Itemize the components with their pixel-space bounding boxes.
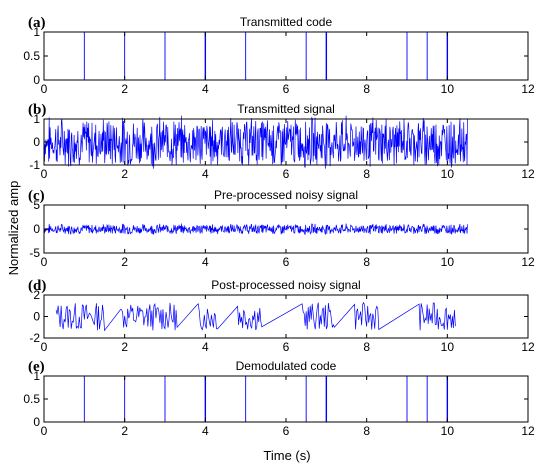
x-tick-label: 10 — [441, 340, 455, 354]
panel-letter: (d) — [28, 278, 46, 294]
x-tick-label: 10 — [441, 255, 455, 269]
x-axis-label: Time (s) — [263, 448, 310, 463]
x-tick-label: 4 — [202, 424, 209, 438]
panel-letter: (e) — [28, 359, 45, 375]
x-tick-label: 6 — [283, 167, 290, 181]
x-tick-label: 12 — [521, 167, 535, 181]
y-tick-label: 5 — [33, 198, 40, 212]
panel-data — [43, 115, 468, 169]
y-tick-label: 0.5 — [23, 392, 40, 406]
y-tick-label: 0 — [33, 415, 40, 429]
x-tick-label: 4 — [202, 340, 209, 354]
x-tick-label: 8 — [363, 82, 370, 96]
x-tick-label: 2 — [121, 167, 128, 181]
y-tick-label: 1 — [33, 112, 40, 126]
x-tick-label: 8 — [363, 424, 370, 438]
y-tick-label: 0 — [33, 222, 40, 236]
y-tick-label: 0 — [33, 135, 40, 149]
panel-letter: (b) — [28, 102, 46, 118]
y-tick-label: 1 — [33, 369, 40, 383]
panel-4: Post-processed noisy signal (d) 0 2 4 6 8 10 12 -… — [28, 278, 535, 354]
panel-data — [83, 32, 449, 80]
panel-title: Demodulated code — [236, 359, 337, 373]
panel-title: Transmitted code — [240, 15, 333, 29]
panel-data — [43, 223, 468, 236]
x-tick-label: 0 — [41, 255, 48, 269]
plot-frame — [43, 31, 529, 81]
panel-data — [83, 376, 449, 422]
x-tick-label: 2 — [121, 255, 128, 269]
post-signal-line — [55, 301, 456, 332]
x-tick-label: 6 — [283, 255, 290, 269]
x-tick-label: 10 — [441, 82, 455, 96]
panel-5: Demodulated code (e) 0 2 4 6 8 10 12 0 0.5 1 — [23, 359, 535, 438]
panel-2: Transmitted signal(b)0 2 4 6 8 10 12-101 — [28, 102, 535, 181]
plot-frame — [43, 375, 529, 423]
panel-letter: (c) — [28, 188, 45, 204]
x-tick-label: 12 — [521, 255, 535, 269]
panel-data — [55, 301, 456, 332]
y-tick-label: 0 — [33, 310, 40, 324]
x-tick-label: 2 — [121, 424, 128, 438]
noise-line — [43, 223, 468, 236]
panel-letter: (a) — [28, 15, 46, 31]
x-tick-label: 6 — [283, 424, 290, 438]
x-tick-label: 10 — [441, 424, 455, 438]
x-tick-label: 8 — [363, 167, 370, 181]
noise-line — [43, 115, 468, 169]
x-tick-label: 12 — [521, 82, 535, 96]
y-axis-label: Normalized amp — [6, 181, 21, 276]
x-tick-label: 12 — [521, 340, 535, 354]
x-tick-label: 0 — [41, 82, 48, 96]
y-tick-label: -2 — [29, 331, 40, 345]
y-tick-label: 1 — [33, 25, 40, 39]
x-tick-label: 0 — [41, 340, 48, 354]
panel-1: Transmitted code (a) 0 2 4 6 8 10 12 0 0.5 1 — [23, 15, 535, 96]
y-tick-label: -1 — [29, 158, 40, 172]
x-tick-label: 2 — [121, 340, 128, 354]
panel-3: Pre-processed noisy signal (c) 0 2 4 6 8 10 12 -5… — [28, 188, 535, 269]
x-tick-label: 10 — [441, 167, 455, 181]
x-tick-label: 6 — [283, 82, 290, 96]
x-tick-label: 4 — [202, 255, 209, 269]
panel-title: Pre-processed noisy signal — [214, 188, 358, 202]
x-tick-label: 0 — [41, 424, 48, 438]
x-tick-label: 6 — [283, 340, 290, 354]
x-tick-label: 8 — [363, 340, 370, 354]
panel-title: Transmitted signal — [237, 102, 335, 116]
x-tick-label: 2 — [121, 82, 128, 96]
panel-title: Post-processed noisy signal — [211, 278, 360, 292]
y-tick-label: -5 — [29, 246, 40, 260]
x-tick-label: 4 — [202, 82, 209, 96]
x-tick-label: 12 — [521, 424, 535, 438]
y-tick-label: 0 — [33, 73, 40, 87]
y-tick-label: 0.5 — [23, 49, 40, 63]
y-tick-label: 2 — [33, 288, 40, 302]
x-tick-label: 0 — [41, 167, 48, 181]
x-tick-label: 4 — [202, 167, 209, 181]
panels: Transmitted code(a)0 2 4 6 8 10 1200.51Transmi… — [23, 15, 535, 438]
x-tick-label: 8 — [363, 255, 370, 269]
plot-frame — [43, 294, 529, 339]
